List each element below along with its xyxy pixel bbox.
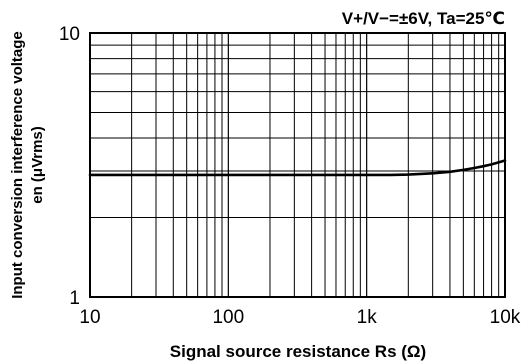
grid [90, 33, 505, 297]
x-tick-label: 10 [79, 307, 100, 328]
plot-frame [89, 32, 506, 298]
y-tick-labels: 1 10 [59, 24, 80, 309]
series-line [88, 159, 507, 177]
y-tick-label: 10 [59, 24, 80, 45]
y-tick-label: 1 [69, 288, 80, 309]
y-axis-label-line1: Input conversion interference voltage [9, 31, 26, 299]
series-group [88, 159, 507, 177]
x-tick-label: 100 [212, 307, 244, 328]
y-axis-label-line2: en (μVrms) [29, 126, 46, 204]
chart-title: V+/V−=±6V, Ta=25℃ [342, 9, 505, 28]
x-tick-label: 10k [490, 307, 521, 328]
x-tick-label: 1k [357, 307, 378, 328]
x-axis-label: Signal source resistance Rs (Ω) [170, 342, 426, 361]
x-tick-labels: 10 100 1k 10k [79, 307, 520, 328]
